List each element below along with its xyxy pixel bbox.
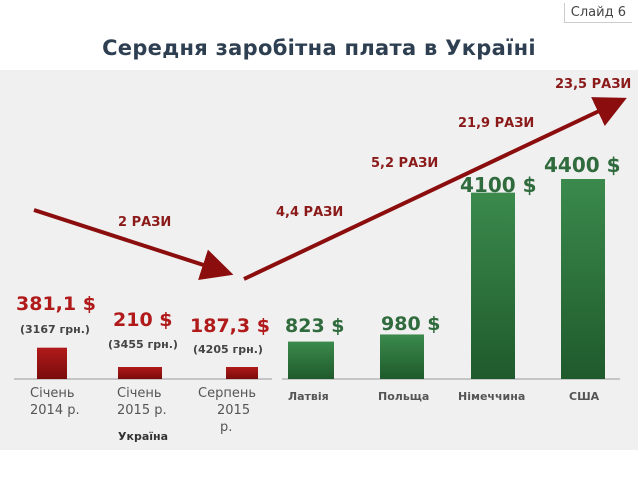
category-label-7: США — [569, 390, 600, 403]
salary-bar-chart: 381,1 $ 210 $ 187,3 $ 823 $ 980 $ 4100 $ 4400 … — [14, 77, 631, 443]
annotation-21-9x: 21,9 РАЗИ — [458, 116, 534, 131]
annotation-23-5x: 23,5 РАЗИ — [555, 77, 631, 92]
uah-sub-label-2: (3455 грн.) — [108, 338, 178, 351]
chart-area: 381,1 $ 210 $ 187,3 $ 823 $ 980 $ 4100 $ 4400 … — [0, 70, 638, 450]
value-label-7: 4400 $ — [544, 153, 621, 177]
category-label-3: 2015 — [217, 403, 250, 418]
category-label-2: 2015 р. — [117, 403, 167, 418]
value-label-4: 823 $ — [285, 315, 345, 337]
value-label-6: 4100 $ — [460, 173, 537, 197]
category-label-6: Німеччина — [458, 390, 525, 403]
value-label-2: 210 $ — [113, 309, 173, 331]
decline-arrow — [33, 208, 234, 281]
slide-number-label: Слайд 6 — [563, 3, 632, 23]
bar-7 — [561, 179, 605, 379]
bar-5 — [380, 334, 424, 379]
value-label-3: 187,3 $ — [190, 315, 270, 337]
category-label-2: Січень — [117, 386, 162, 401]
uah-sub-label-1: (3167 грн.) — [20, 323, 90, 336]
annotation-5-2x: 5,2 РАЗИ — [371, 156, 438, 171]
bar-4 — [288, 341, 334, 379]
category-label-3: Серпень — [198, 386, 256, 401]
annotation-2x: 2 РАЗИ — [118, 215, 171, 230]
category-label-1: Січень — [30, 386, 75, 401]
category-label-1: 2014 р. — [30, 403, 80, 418]
bar-1 — [37, 347, 67, 379]
category-label-3: р. — [220, 420, 232, 435]
bar-6 — [471, 192, 515, 379]
bar-2 — [118, 367, 162, 379]
page-title: Середня заробітна плата в Україні — [102, 36, 536, 60]
value-label-1: 381,1 $ — [16, 293, 96, 315]
category-label-4: Латвія — [288, 390, 329, 403]
category-label-5: Польща — [378, 390, 429, 403]
uah-sub-label-3: (4205 грн.) — [193, 343, 263, 356]
annotation-4-4x: 4,4 РАЗИ — [276, 205, 343, 220]
gap-arrow — [243, 97, 627, 281]
value-label-5: 980 $ — [381, 313, 441, 335]
group-label-ukraine: Україна — [118, 430, 168, 443]
bar-3 — [226, 367, 258, 379]
